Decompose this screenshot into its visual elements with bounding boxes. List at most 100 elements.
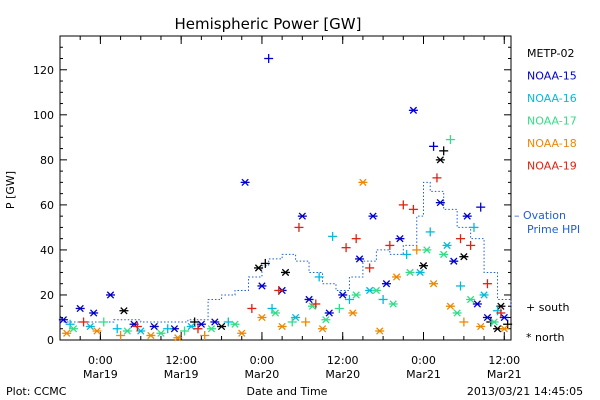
- marker-north-noaa-16: [415, 268, 425, 277]
- star-stroke: [318, 325, 327, 333]
- marker-north-metp-02: [281, 268, 290, 277]
- marker-north-metp-02: [496, 302, 506, 310]
- star-stroke: [376, 327, 384, 335]
- star-stroke: [89, 309, 98, 317]
- marker-north-noaa-18: [146, 331, 156, 340]
- marker-north-noaa-15: [338, 291, 348, 299]
- star-stroke: [483, 313, 492, 322]
- y-tick-label: 20: [40, 289, 54, 302]
- star-stroke: [325, 309, 333, 317]
- marker-south-noaa-16: [378, 294, 388, 304]
- marker-north-noaa-17: [439, 250, 449, 259]
- marker-north-noaa-17: [388, 300, 398, 308]
- marker-north-metp-02: [459, 253, 469, 261]
- star-stroke: [436, 198, 444, 207]
- star-stroke: [130, 320, 138, 328]
- y-tick-label: 60: [40, 199, 54, 212]
- star-stroke: [187, 322, 195, 331]
- marker-north-noaa-18: [92, 327, 102, 335]
- marker-south-noaa-19: [496, 308, 506, 318]
- marker-south-noaa-19: [456, 234, 466, 244]
- x-tick-date: Mar20: [325, 368, 360, 381]
- marker-south-noaa-19: [432, 173, 442, 183]
- marker-south-noaa-19: [482, 279, 492, 289]
- star-stroke: [258, 313, 266, 322]
- marker-south-noaa-19: [408, 204, 418, 214]
- marker-north-noaa-15: [297, 212, 307, 220]
- y-tick-label: 120: [33, 64, 54, 77]
- legend-entry-metp-02: METP-02: [527, 47, 575, 60]
- marker-north-noaa-15: [196, 320, 206, 328]
- marker-south-metp-02: [503, 319, 513, 329]
- star-stroke: [440, 250, 448, 259]
- star-stroke: [466, 295, 475, 304]
- star-stroke: [389, 300, 397, 308]
- marker-north-noaa-17: [270, 309, 280, 317]
- marker-south-noaa-19: [311, 299, 321, 309]
- star-stroke: [258, 282, 266, 290]
- marker-south-noaa-15: [476, 202, 486, 212]
- marker-south-noaa-16: [328, 231, 338, 241]
- star-stroke: [423, 246, 431, 254]
- marker-north-noaa-15: [499, 313, 509, 322]
- marker-south-noaa-17: [334, 303, 344, 313]
- star-stroke: [106, 291, 115, 299]
- star-stroke: [322, 316, 330, 324]
- star-stroke: [416, 268, 424, 277]
- plot-credit: Plot: CCMC: [6, 385, 67, 398]
- marker-south-noaa-19: [79, 317, 89, 327]
- star-stroke: [93, 327, 101, 335]
- star-stroke: [365, 286, 374, 295]
- marker-south-noaa-16: [402, 249, 412, 259]
- marker-north-noaa-18: [173, 334, 183, 342]
- star-stroke: [211, 318, 219, 326]
- marker-south-noaa-19: [132, 321, 142, 331]
- marker-south-noaa-19: [274, 285, 284, 295]
- timestamp: 2013/03/21 14:45:05: [467, 385, 583, 398]
- marker-south-noaa-19: [365, 263, 375, 273]
- star-stroke: [69, 325, 78, 333]
- marker-north-noaa-15: [472, 300, 482, 308]
- star-stroke: [443, 241, 451, 250]
- marker-north-noaa-17: [156, 329, 166, 337]
- marker-north-noaa-18: [445, 302, 455, 310]
- y-tick-label: 40: [40, 244, 54, 257]
- marker-south-noaa-15: [264, 54, 274, 64]
- star-stroke: [281, 268, 290, 277]
- star-stroke: [396, 235, 404, 243]
- marker-north-noaa-15: [395, 235, 405, 243]
- marker-north-noaa-18: [277, 322, 287, 331]
- marker-north-noaa-15: [462, 212, 472, 220]
- marker-north-noaa-18: [358, 178, 368, 187]
- marker-south-noaa-19: [341, 243, 351, 253]
- marker-south-noaa-19: [398, 200, 408, 210]
- x-tick-date: Mar19: [83, 368, 118, 381]
- star-stroke: [349, 309, 357, 317]
- marker-north-noaa-16: [442, 241, 452, 250]
- star-stroke: [298, 212, 306, 220]
- star-stroke: [217, 322, 226, 331]
- marker-south-noaa-19: [351, 234, 361, 244]
- marker-north-noaa-15: [105, 291, 115, 299]
- x-tick-time: 12:00: [165, 354, 197, 367]
- star-stroke: [429, 280, 438, 288]
- star-stroke: [392, 273, 401, 281]
- marker-north-noaa-16: [291, 313, 301, 322]
- star-stroke: [406, 268, 414, 277]
- star-stroke: [453, 309, 461, 317]
- marker-south-noaa-16: [267, 303, 277, 313]
- star-stroke: [137, 327, 145, 335]
- marker-north-metp-02: [435, 156, 445, 164]
- x-tick-time: 0:00: [88, 354, 113, 367]
- marker-north-noaa-18: [237, 329, 247, 337]
- marker-south-noaa-19: [294, 222, 304, 232]
- marker-north-noaa-16: [85, 322, 95, 331]
- marker-north-noaa-16: [186, 322, 196, 331]
- marker-south-noaa-15: [429, 141, 439, 151]
- ovation-legend-line: Prime HPI: [527, 223, 580, 236]
- marker-south-noaa-16: [425, 227, 435, 237]
- marker-north-noaa-15: [149, 322, 159, 331]
- y-axis-ticks: 0 20 40 60 80 100 120: [33, 35, 511, 347]
- marker-north-metp-02: [254, 264, 264, 272]
